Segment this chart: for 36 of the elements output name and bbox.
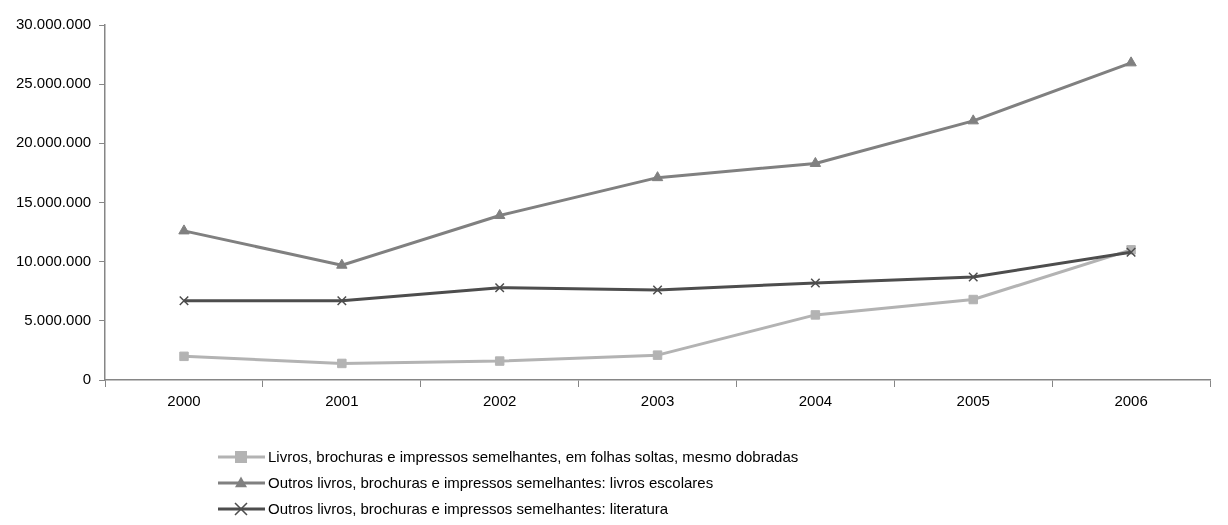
point	[337, 358, 347, 369]
point	[651, 171, 664, 182]
y-tick-label: 0	[82, 370, 92, 388]
point	[1125, 56, 1137, 67]
y-tick-label: 5.000.000	[24, 310, 92, 328]
y-tick-label: 15.000.000	[16, 192, 92, 210]
legend-label: Outros livros, brochuras e impressos semelhantes: livros escolares	[268, 474, 714, 492]
point	[179, 295, 189, 306]
point	[968, 272, 979, 283]
legend-label: Livros, brochuras e impressos semelhantes, em folhas soltas, mesmo dobradas	[268, 448, 799, 466]
x-tick-label: 2003	[640, 392, 675, 410]
point	[336, 295, 347, 306]
point	[810, 277, 821, 288]
x-tick-label: 2004	[798, 392, 833, 410]
x-tick-label: 2005	[956, 392, 990, 410]
point	[494, 282, 505, 293]
point	[652, 285, 663, 296]
y-tick-label: 20.000.000	[16, 133, 92, 151]
x-tick-label: 2000	[167, 392, 201, 410]
point	[179, 351, 189, 362]
y-tick-label: 25.000.000	[16, 74, 92, 92]
point	[336, 258, 348, 269]
legend-label: Outros livros, brochuras e impressos semelhantes: literatura	[268, 500, 669, 518]
point	[494, 356, 505, 366]
point	[967, 114, 979, 125]
y-tick-label: 10.000.000	[16, 251, 92, 269]
point	[810, 310, 821, 320]
x-tick-label: 2001	[325, 392, 359, 410]
point	[809, 156, 822, 167]
point	[493, 209, 506, 220]
point	[968, 294, 978, 305]
x-tick-label: 2002	[483, 392, 517, 410]
point	[652, 350, 663, 360]
y-tick-label: 30.000.000	[16, 15, 92, 33]
point	[178, 224, 190, 235]
x-tick-label: 2006	[1114, 392, 1148, 410]
